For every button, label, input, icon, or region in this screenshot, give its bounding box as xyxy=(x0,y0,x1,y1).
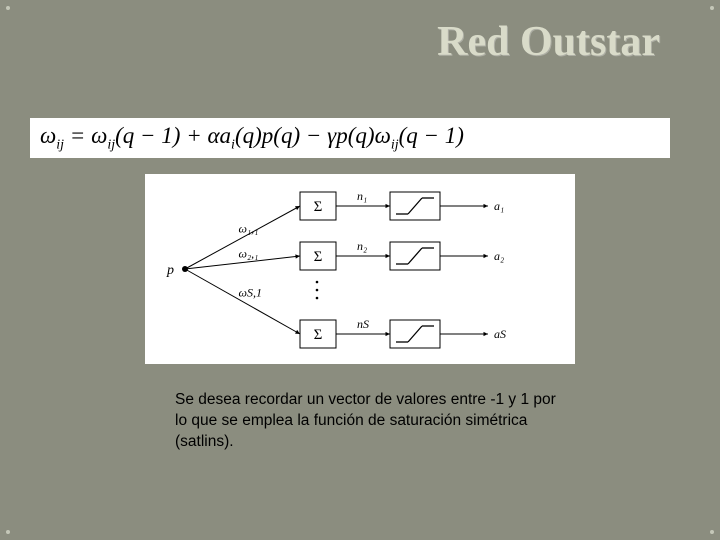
svg-text:a₂: a₂ xyxy=(494,249,504,263)
caption-text: Se desea recordar un vector de valores e… xyxy=(175,390,565,453)
svg-text:a₁: a₁ xyxy=(494,199,504,213)
corner-dot xyxy=(6,530,10,534)
corner-dot xyxy=(710,6,714,10)
corner-dot xyxy=(710,530,714,534)
svg-text:Σ: Σ xyxy=(314,199,323,215)
svg-text:nS: nS xyxy=(357,317,369,331)
network-diagram: p ω₁,₁ Σn₁ a₁ ω₂,₁ Σn₂ a₂ ωS,1 ΣnS aS xyxy=(145,174,575,364)
svg-text:ωS,1: ωS,1 xyxy=(239,286,262,300)
svg-text:p: p xyxy=(166,263,174,278)
svg-text:ω₂,₁: ω₂,₁ xyxy=(239,247,259,261)
diagram-svg: p ω₁,₁ Σn₁ a₁ ω₂,₁ Σn₂ a₂ ωS,1 ΣnS aS xyxy=(145,174,575,364)
equation-block: ωij = ωij(q − 1) + αai(q)p(q) − γp(q)ωij… xyxy=(30,118,670,158)
slide-title: Red Outstar xyxy=(437,18,660,66)
svg-text:ω₁,₁: ω₁,₁ xyxy=(239,222,259,236)
svg-text:Σ: Σ xyxy=(314,327,323,343)
corner-dot xyxy=(6,6,10,10)
svg-text:Σ: Σ xyxy=(314,249,323,265)
svg-text:n₂: n₂ xyxy=(357,239,367,253)
svg-text:n₁: n₁ xyxy=(357,189,367,203)
equation-text: ωij = ωij(q − 1) + αai(q)p(q) − γp(q)ωij… xyxy=(40,123,464,154)
svg-text:aS: aS xyxy=(494,327,506,341)
